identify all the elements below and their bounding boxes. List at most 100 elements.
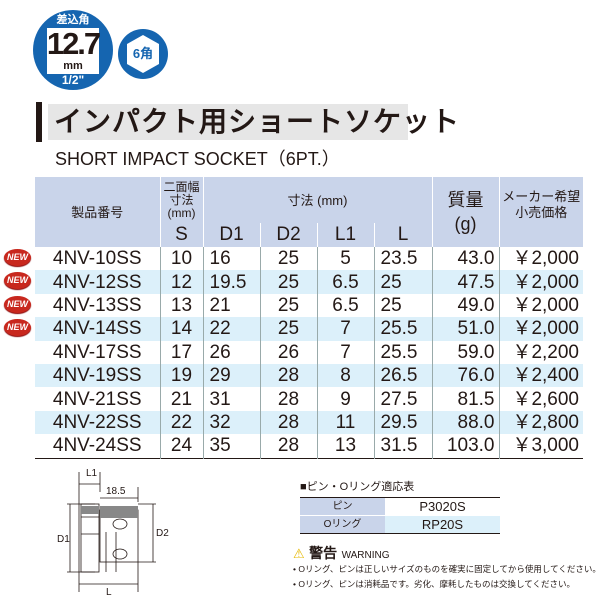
l1: 5: [316, 247, 374, 271]
d1: 31: [202, 387, 260, 411]
title-accent: [36, 102, 42, 142]
socket-diagram: L1 18.5 D1 D2 L: [57, 468, 169, 597]
table-row: 4NV-24SS 24 35 28 13 31.5 103.0 ￥3,000: [35, 434, 583, 459]
table-row: 4NV-17SS 17 26 26 7 25.5 59.0 ￥2,200: [35, 340, 583, 364]
header-D1: D1: [202, 223, 261, 247]
width-s: 21: [159, 387, 203, 411]
l: 25: [373, 270, 432, 294]
warning-title: 警告: [309, 545, 338, 561]
warning-en: WARNING: [341, 550, 390, 561]
diagram-L: L: [106, 587, 112, 597]
header-L: L: [373, 223, 433, 247]
warning-icon: ⚠: [293, 546, 305, 561]
diagram-D1: D1: [57, 534, 70, 545]
l1: 7: [316, 317, 374, 341]
oring-value: RP20S: [385, 515, 500, 534]
pin-table: ピン P3020S Oリング RP20S: [300, 497, 500, 534]
product-code: 4NV-22SS: [35, 410, 160, 435]
product-code: 4NV-13SS: [52, 294, 142, 316]
diagram-L1: L1: [86, 468, 98, 479]
d1: 35: [202, 434, 260, 459]
pin-value: P3020S: [419, 499, 466, 514]
mass: 76.0: [431, 363, 499, 388]
product-code: 4NV-14SS: [35, 317, 160, 341]
d2: 28: [259, 410, 317, 435]
d2: 25: [259, 270, 317, 294]
product-code: 4NV-21SS: [52, 388, 142, 410]
d1: 32: [202, 410, 260, 435]
d2: 28: [259, 363, 317, 388]
l: 25: [373, 293, 432, 318]
diagram-D2: D2: [156, 528, 169, 539]
table-row: 4NV-21SS 21 31 28 9 27.5 81.5 ￥2,600: [35, 387, 583, 411]
table-row: 4NV-14SS 14 22 25 7 25.5 51.0 ￥2,000: [35, 317, 583, 341]
d2: 25: [259, 293, 317, 318]
page-subtitle: SHORT IMPACT SOCKET（6PT.）: [55, 149, 340, 169]
l1: 6.5: [316, 293, 374, 318]
d1: 29: [202, 363, 260, 388]
header-S: S: [159, 223, 204, 247]
l: 26.5: [373, 363, 432, 388]
product-code: 4NV-12SS: [35, 270, 160, 294]
d1: 26: [202, 340, 260, 364]
width-s: 12: [159, 270, 203, 294]
spec-table: 製品番号 二面幅 寸法 (mm) 寸法 (mm) 質量 (g) メーカー希望 小…: [35, 177, 583, 459]
warning-item: • Oリング、ピンは消耗品です。劣化、摩耗したものは交換してください。: [293, 579, 575, 589]
badge-size: 12.7: [46, 26, 101, 61]
price: ￥2,000: [498, 270, 583, 294]
l: 23.5: [373, 247, 432, 271]
pin-label: ピン: [300, 497, 385, 516]
d2: 28: [259, 434, 317, 459]
new-badge: NEW: [4, 295, 31, 313]
warning-heading: ⚠ 警告 WARNING: [293, 545, 390, 561]
d2: 28: [259, 387, 317, 411]
d1: 21: [202, 293, 260, 318]
warning-item: • Oリング、ピンは正しいサイズのものを確実に固定してから使用してください。: [293, 564, 600, 574]
price: ￥2,000: [498, 293, 583, 318]
mass: 88.0: [431, 410, 499, 435]
l1: 8: [316, 363, 374, 388]
header-mass: 質量 (g): [431, 177, 500, 247]
width-s: 13: [159, 293, 203, 318]
width-s: 19: [159, 363, 203, 388]
l1: 13: [316, 434, 374, 459]
page-title: インパクト用ショートソケット: [54, 106, 461, 137]
mass: 81.5: [431, 387, 499, 411]
product-code: 4NV-19SS: [35, 363, 160, 388]
price: ￥2,000: [498, 247, 583, 271]
badge-unit: mm: [63, 60, 83, 72]
table-row: 4NV-22SS 22 32 28 11 29.5 88.0 ￥2,800: [35, 410, 583, 435]
header-width: 二面幅 寸法 (mm): [159, 177, 204, 223]
l1: 6.5: [316, 270, 374, 294]
new-badge: NEW: [4, 272, 31, 290]
width-s: 22: [159, 410, 203, 435]
badge-label: 差込角: [56, 14, 90, 26]
d1: 19.5: [202, 270, 260, 294]
mass: 51.0: [431, 317, 499, 341]
width-s: 17: [159, 340, 203, 364]
pin-table-title: ■ピン・Oリング適応表: [300, 481, 415, 493]
l1: 9: [316, 387, 374, 411]
d2: 25: [259, 317, 317, 341]
diagram-dim: 18.5: [106, 486, 126, 497]
hex-badge: 6角: [118, 29, 168, 79]
title-background: [48, 104, 408, 140]
table-row: 4NV-13SS 13 21 25 6.5 25 49.0 ￥2,000: [35, 293, 583, 318]
l: 25.5: [373, 317, 432, 341]
mass: 43.0: [431, 247, 499, 271]
price: ￥2,600: [498, 387, 583, 411]
new-badge: NEW: [4, 319, 31, 337]
d2: 26: [259, 340, 317, 364]
header-product: 製品番号: [35, 177, 161, 247]
new-badge: NEW: [4, 249, 31, 266]
mass: 103.0: [431, 434, 499, 459]
l1: 7: [316, 340, 374, 364]
width-s: 10: [159, 247, 203, 271]
width-s: 24: [159, 434, 203, 459]
l: 27.5: [373, 387, 432, 411]
badge-inch: 1/2": [61, 73, 85, 87]
oring-label: Oリング: [300, 515, 385, 534]
product-code: 4NV-10SS: [52, 248, 142, 270]
product-code: 4NV-24SS: [52, 435, 142, 457]
header-price: メーカー希望 小売価格: [498, 177, 583, 247]
